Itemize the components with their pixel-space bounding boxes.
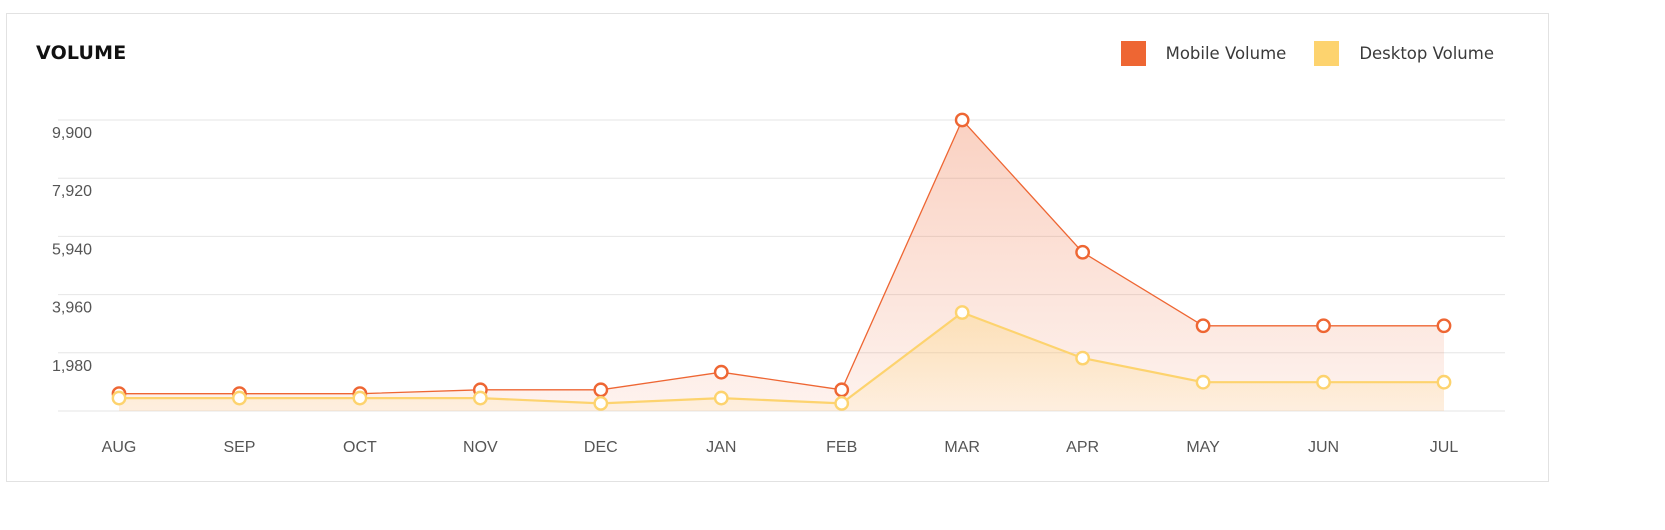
data-point-mobile[interactable] [593,382,609,398]
legend-item-mobile[interactable]: Mobile Volume [1120,41,1287,66]
legend-label-mobile: Mobile Volume [1165,44,1287,63]
y-axis-ticks: 9,900 7,920 5,940 3,960 1,980 [52,125,92,375]
data-point-mobile[interactable] [954,112,970,128]
data-point-mobile[interactable] [1195,318,1211,334]
data-point-desktop[interactable] [954,305,970,320]
data-point-desktop[interactable] [232,390,247,406]
x-axis-ticks: AUG SEP OCT NOV DEC JAN FEB MAR APR MAY JUN JUL [102,439,1459,456]
legend-swatch-mobile [1120,41,1146,66]
y-tick-label: 7,920 [52,183,92,200]
x-tick-label: JUL [1430,439,1459,456]
x-tick-label: AUG [102,439,137,456]
x-tick-label: SEP [223,439,255,456]
data-point-desktop[interactable] [1436,374,1452,390]
x-tick-label: OCT [343,439,377,456]
series-line-mobile [119,119,1444,395]
x-tick-label: MAY [1186,439,1220,456]
series-areas [119,120,1444,411]
data-point-desktop[interactable] [472,390,488,406]
series-area-desktop [119,312,1444,411]
data-point-desktop[interactable] [111,390,127,406]
x-tick-label: MAR [944,439,980,456]
data-point-desktop[interactable] [1075,350,1091,366]
chart-title: VOLUME [36,42,127,64]
y-tick-label: 9,900 [52,125,92,142]
data-point-desktop[interactable] [713,390,729,406]
x-tick-label: JUN [1308,439,1339,456]
data-point-desktop[interactable] [1316,374,1331,390]
legend-item-desktop[interactable]: Desktop Volume [1314,41,1494,66]
x-tick-label: NOV [463,439,498,456]
chart-legend: Mobile Volume Desktop Volume [1093,41,1494,66]
data-point-mobile[interactable] [713,364,729,380]
legend-label-desktop: Desktop Volume [1359,44,1494,63]
series-lines [119,119,1444,405]
data-point-mobile[interactable] [1075,244,1091,260]
x-tick-label: JAN [706,439,736,456]
series-area-mobile [119,120,1444,411]
data-point-desktop[interactable] [352,390,368,406]
series-line-desktop [119,311,1444,405]
data-point-mobile[interactable] [834,382,850,398]
legend-swatch-desktop [1314,41,1340,66]
data-point-mobile[interactable] [1436,318,1452,334]
y-tick-label: 5,940 [52,241,92,258]
data-point-mobile[interactable] [1316,318,1331,334]
x-tick-label: APR [1066,439,1099,456]
series-points [111,112,1452,411]
y-tick-label: 1,980 [52,358,92,375]
x-tick-label: DEC [584,439,618,456]
data-point-desktop[interactable] [593,395,609,411]
y-tick-label: 3,960 [52,300,92,317]
data-point-desktop[interactable] [834,395,850,411]
x-tick-label: FEB [826,439,857,456]
data-point-desktop[interactable] [1195,374,1211,390]
